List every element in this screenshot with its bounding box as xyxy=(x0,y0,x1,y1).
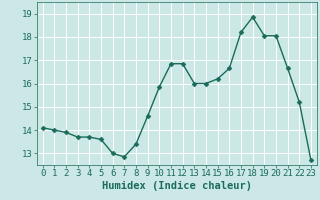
X-axis label: Humidex (Indice chaleur): Humidex (Indice chaleur) xyxy=(102,181,252,191)
